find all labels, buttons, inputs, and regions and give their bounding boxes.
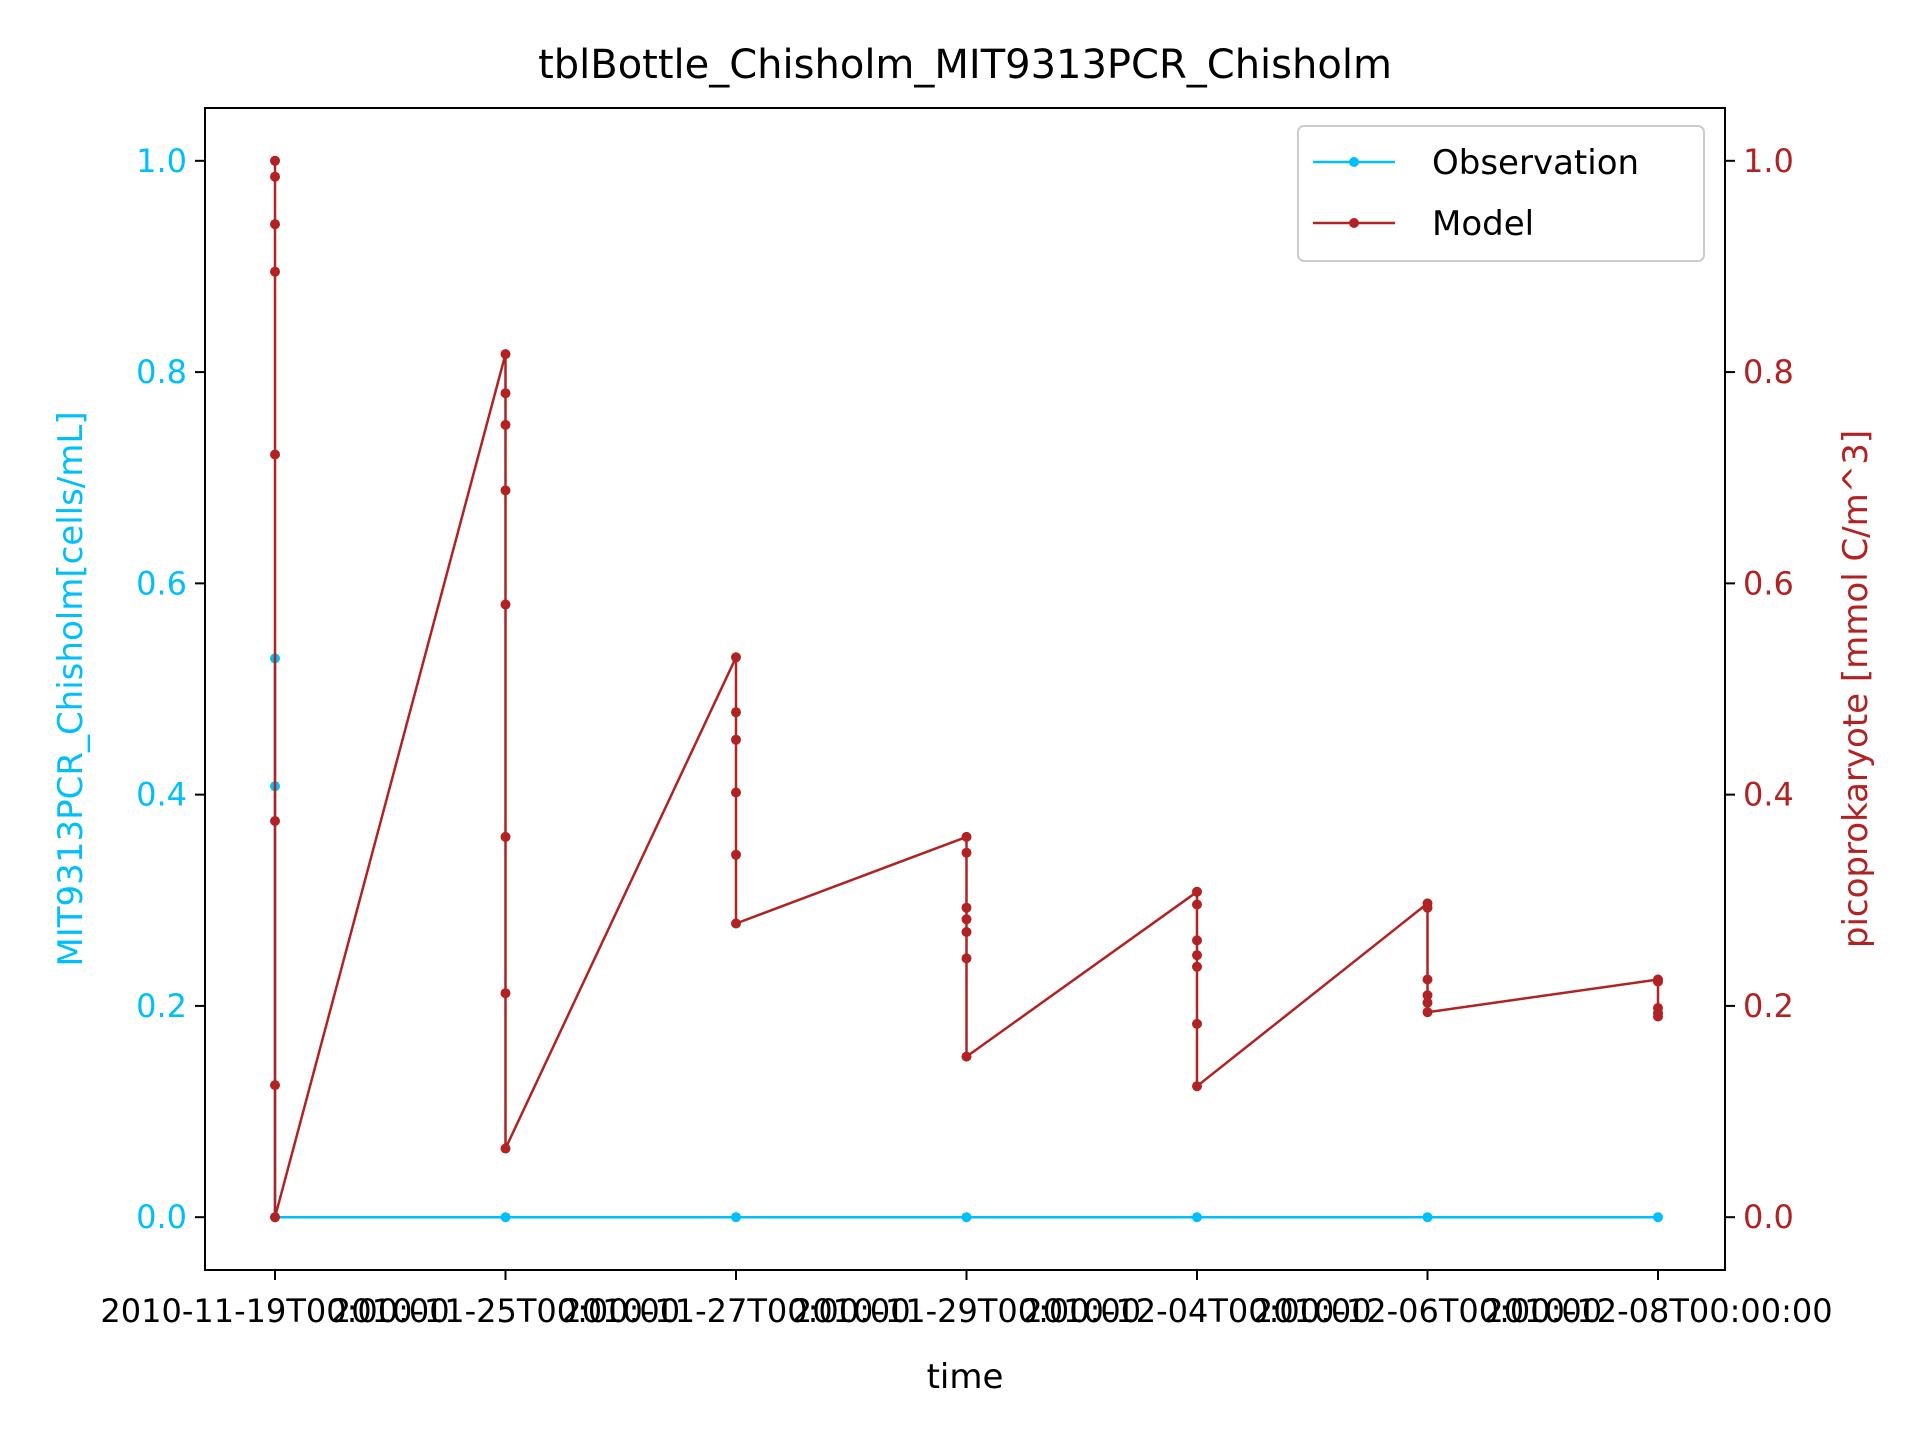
y-right-tick-label: 0.8 bbox=[1743, 353, 1794, 391]
x-tick-label: 2010-12-06T00:00:00 bbox=[1253, 1292, 1602, 1330]
model-data-point bbox=[961, 1051, 972, 1062]
model-data-point bbox=[270, 816, 280, 826]
model-data-point bbox=[1192, 935, 1202, 946]
observation-data-point bbox=[500, 1212, 511, 1223]
y-right-tick-label: 0.2 bbox=[1743, 987, 1794, 1025]
x-tick-label: 2010-11-19T00:00:00 bbox=[100, 1292, 449, 1330]
x-tick-label: 2010-11-25T00:00:00 bbox=[331, 1292, 680, 1330]
model-data-point bbox=[1192, 961, 1202, 972]
model-data-point bbox=[731, 707, 741, 718]
model-data-point bbox=[500, 349, 511, 360]
model-data-point bbox=[1192, 899, 1202, 910]
series-layer bbox=[270, 155, 1663, 1223]
observation-data-point bbox=[731, 1212, 741, 1223]
model-data-point bbox=[270, 1080, 280, 1091]
model-data-point bbox=[1192, 1081, 1202, 1092]
model-data-point bbox=[731, 652, 741, 663]
model-data-point bbox=[731, 918, 741, 929]
y-axis-left: 0.0 0.2 0.4 0.6 0.8 1.0 bbox=[136, 142, 205, 1236]
legend-model-marker bbox=[1349, 218, 1359, 228]
legend-model-label: Model bbox=[1432, 204, 1534, 244]
observation-data-point bbox=[1422, 1212, 1433, 1223]
model-data-point bbox=[961, 914, 972, 925]
model-data-point bbox=[270, 266, 280, 277]
model-data-point bbox=[270, 449, 280, 460]
observation-data-point bbox=[1653, 1212, 1663, 1223]
observation-data-point bbox=[961, 1212, 972, 1223]
model-data-point bbox=[500, 988, 511, 999]
model-data-point bbox=[961, 927, 972, 937]
y-right-tick-label: 0.4 bbox=[1743, 776, 1794, 814]
model-data-point bbox=[1192, 886, 1202, 897]
y-left-tick-label: 0.8 bbox=[136, 353, 187, 391]
y-left-tick-label: 1.0 bbox=[136, 142, 187, 180]
legend-box bbox=[1297, 125, 1705, 262]
legend-observation-marker bbox=[1349, 157, 1359, 167]
model-data-point bbox=[731, 734, 741, 745]
model-data-point bbox=[500, 485, 511, 496]
y-left-tick-label: 0.6 bbox=[136, 564, 187, 602]
model-data-point bbox=[270, 155, 280, 166]
model-data-point bbox=[500, 599, 511, 610]
model-data-point bbox=[270, 219, 280, 230]
x-tick-label: 2010-12-04T00:00:00 bbox=[1022, 1292, 1371, 1330]
model-data-point bbox=[1653, 976, 1663, 987]
legend-observation-label: Observation bbox=[1432, 143, 1639, 183]
chart-title: tblBottle_Chisholm_MIT9313PCR_Chisholm bbox=[538, 42, 1392, 88]
y-left-tick-label: 0.2 bbox=[136, 987, 187, 1025]
model-data-point bbox=[1653, 1011, 1663, 1022]
model-data-point bbox=[1422, 997, 1433, 1008]
model-data-point bbox=[500, 419, 511, 430]
y-axis-right-label: picoprokaryote [mmol C/m^3] bbox=[1836, 430, 1876, 948]
y-right-tick-label: 0.6 bbox=[1743, 564, 1794, 602]
plot-frame bbox=[204, 107, 1726, 1271]
y-right-tick-label: 1.0 bbox=[1743, 142, 1794, 180]
model-data-point bbox=[961, 902, 972, 913]
model-data-point bbox=[500, 388, 511, 399]
observation-data-point bbox=[1192, 1212, 1202, 1223]
model-data-point bbox=[961, 847, 972, 858]
model-data-point bbox=[1422, 902, 1433, 913]
legend: Observation Model bbox=[1297, 125, 1705, 262]
model-data-point bbox=[961, 953, 972, 964]
y-left-tick-label: 0.0 bbox=[136, 1198, 187, 1236]
model-data-point bbox=[1192, 1018, 1202, 1029]
x-tick-label: 2010-11-29T00:00:00 bbox=[792, 1292, 1141, 1330]
y-right-tick-label: 0.0 bbox=[1743, 1198, 1794, 1236]
model-data-point bbox=[731, 787, 741, 798]
y-axis-left-label: MIT9313PCR_Chisholm[cells/mL] bbox=[51, 411, 91, 966]
x-tick-label: 2010-11-27T00:00:00 bbox=[561, 1292, 910, 1330]
model-data-point bbox=[731, 849, 741, 860]
model-data-point bbox=[1422, 974, 1433, 985]
model-data-point bbox=[1422, 1007, 1433, 1018]
x-tick-label: 2010-12-08T00:00:00 bbox=[1483, 1292, 1832, 1330]
x-axis: 2010-11-19T00:00:002010-11-25T00:00:0020… bbox=[100, 1270, 1833, 1330]
model-data-point bbox=[270, 1212, 280, 1223]
model-data-point bbox=[500, 831, 511, 842]
model-data-point bbox=[270, 171, 280, 182]
y-left-tick-label: 0.4 bbox=[136, 776, 187, 814]
x-axis-label: time bbox=[927, 1357, 1004, 1397]
model-data-point bbox=[1192, 950, 1202, 961]
y-axis-right: 0.0 0.2 0.4 0.6 0.8 1.0 bbox=[1725, 142, 1794, 1236]
model-data-point bbox=[961, 831, 972, 842]
model-data-point bbox=[1422, 990, 1433, 1001]
model-data-point bbox=[500, 1143, 511, 1154]
